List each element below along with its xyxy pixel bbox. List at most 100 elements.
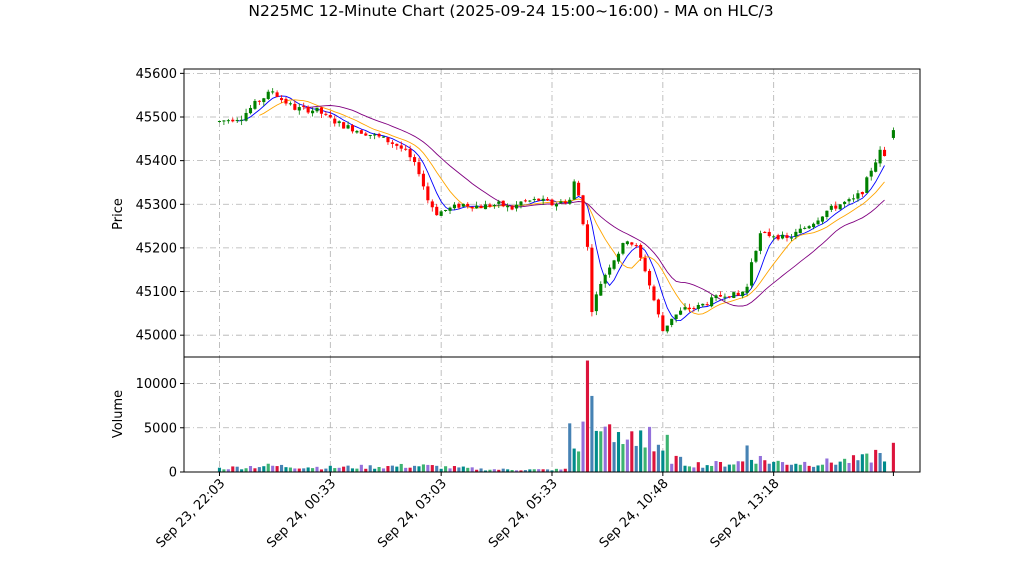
candle-body <box>577 182 581 196</box>
candle-body <box>803 227 807 229</box>
candle-body <box>492 204 496 207</box>
volume-bar <box>408 467 412 472</box>
x-tick-label: Sep 24, 05:33 <box>486 476 561 551</box>
candle-body <box>767 231 771 237</box>
candle-body <box>825 210 829 217</box>
volume-bar <box>488 469 492 472</box>
volume-bar <box>661 450 665 472</box>
volume-bar <box>359 464 363 472</box>
candle <box>222 120 226 125</box>
volume-bar <box>532 469 536 472</box>
candle-body <box>679 310 683 315</box>
candle-body <box>656 299 660 315</box>
candle-body <box>368 134 372 136</box>
price-axis-label: Price <box>111 198 126 230</box>
candle <box>630 241 634 247</box>
volume-bar <box>825 458 829 472</box>
candle-body <box>616 253 621 262</box>
volume-bar <box>257 467 261 472</box>
candle-body <box>554 204 558 207</box>
candle <box>794 228 798 240</box>
volume-bar <box>386 466 390 472</box>
price-y-tick-label: 45600 <box>136 67 177 82</box>
candle-body <box>244 112 248 121</box>
volume-bar <box>324 468 328 472</box>
candle-body <box>727 296 731 298</box>
candle-body <box>506 205 510 208</box>
candle <box>865 176 869 194</box>
volume-bar <box>364 468 368 472</box>
candle-body <box>732 292 736 299</box>
volume-bar <box>342 466 346 472</box>
candle <box>271 88 275 95</box>
candle <box>705 301 709 306</box>
candle <box>661 312 665 332</box>
x-ticks: Sep 23, 22:03 Sep 24, 00:33 Sep 24, 03:03 S… <box>153 472 894 551</box>
candle <box>324 111 328 117</box>
candle <box>847 197 851 205</box>
candle <box>599 281 603 296</box>
candle-body <box>297 107 301 111</box>
candle <box>643 254 647 273</box>
candle-body <box>479 205 483 209</box>
candle <box>803 226 807 230</box>
volume-bar <box>732 464 736 472</box>
candle <box>306 105 310 115</box>
candle <box>399 141 403 152</box>
volume-bar <box>665 434 669 472</box>
volume-bar <box>266 463 270 472</box>
candle-body <box>342 122 346 129</box>
candle <box>692 306 696 312</box>
candle <box>634 243 638 249</box>
volume-bar <box>337 467 341 472</box>
volume-bar <box>572 448 576 472</box>
candle-body <box>701 303 705 306</box>
candle-body <box>408 149 412 158</box>
candle-body <box>838 204 842 210</box>
candle-body <box>705 304 709 306</box>
candle <box>612 259 616 271</box>
volume-bar <box>763 460 767 472</box>
volume-bar <box>559 469 563 472</box>
volume-grid <box>184 357 920 473</box>
volume-bar <box>483 470 488 472</box>
volume-bar <box>882 461 887 472</box>
candle <box>390 139 394 148</box>
x-tick-label: Sep 24, 13:18 <box>708 476 783 551</box>
candle <box>355 129 359 134</box>
candle-body <box>284 98 288 104</box>
candle-body <box>550 199 554 206</box>
volume-axis-label: Volume <box>111 390 126 438</box>
volume-bar <box>687 466 691 472</box>
candle <box>523 198 527 203</box>
volume-bar <box>293 468 297 472</box>
candle <box>563 199 567 205</box>
volume-bar <box>368 465 372 472</box>
volume-bar <box>856 460 860 472</box>
volume-bar <box>692 467 696 472</box>
volume-bar <box>630 431 634 472</box>
candle-body <box>820 216 825 222</box>
volume-bar <box>395 466 399 472</box>
candle-body <box>435 206 439 216</box>
candle <box>479 204 483 209</box>
candle-body <box>381 136 386 138</box>
volume-bar <box>226 469 230 472</box>
x-tick-label: Sep 24, 00:33 <box>264 476 339 551</box>
candle <box>745 283 749 296</box>
candle <box>475 201 479 209</box>
volume-bar <box>776 460 780 472</box>
volume-bar <box>705 465 709 472</box>
volume-bar <box>381 468 386 472</box>
candle <box>514 201 519 212</box>
candle-body <box>430 201 434 208</box>
candle-body <box>670 318 674 326</box>
candle <box>368 134 372 139</box>
candle-body <box>364 133 368 136</box>
candle-body <box>585 224 590 247</box>
volume-bar <box>346 465 350 472</box>
candle <box>550 198 554 207</box>
candle-body <box>532 198 536 200</box>
volume-bar <box>767 463 771 472</box>
